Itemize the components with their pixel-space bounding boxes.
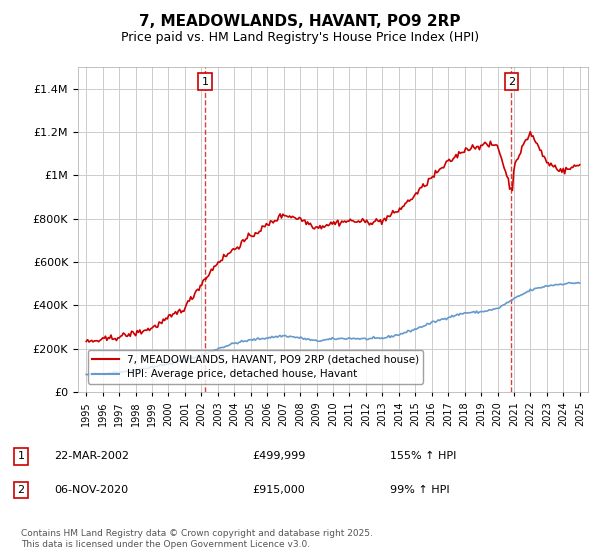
Text: 99% ↑ HPI: 99% ↑ HPI (390, 485, 449, 495)
Text: 22-MAR-2002: 22-MAR-2002 (54, 451, 129, 461)
Text: 2: 2 (17, 485, 25, 495)
Text: Price paid vs. HM Land Registry's House Price Index (HPI): Price paid vs. HM Land Registry's House … (121, 31, 479, 44)
Text: Contains HM Land Registry data © Crown copyright and database right 2025.
This d: Contains HM Land Registry data © Crown c… (21, 529, 373, 549)
Text: 06-NOV-2020: 06-NOV-2020 (54, 485, 128, 495)
Text: £915,000: £915,000 (252, 485, 305, 495)
Text: 1: 1 (17, 451, 25, 461)
Text: £499,999: £499,999 (252, 451, 305, 461)
Text: 155% ↑ HPI: 155% ↑ HPI (390, 451, 457, 461)
Text: 7, MEADOWLANDS, HAVANT, PO9 2RP: 7, MEADOWLANDS, HAVANT, PO9 2RP (139, 14, 461, 29)
Text: 1: 1 (202, 77, 209, 87)
Text: 2: 2 (508, 77, 515, 87)
Legend: 7, MEADOWLANDS, HAVANT, PO9 2RP (detached house), HPI: Average price, detached h: 7, MEADOWLANDS, HAVANT, PO9 2RP (detache… (88, 350, 423, 384)
